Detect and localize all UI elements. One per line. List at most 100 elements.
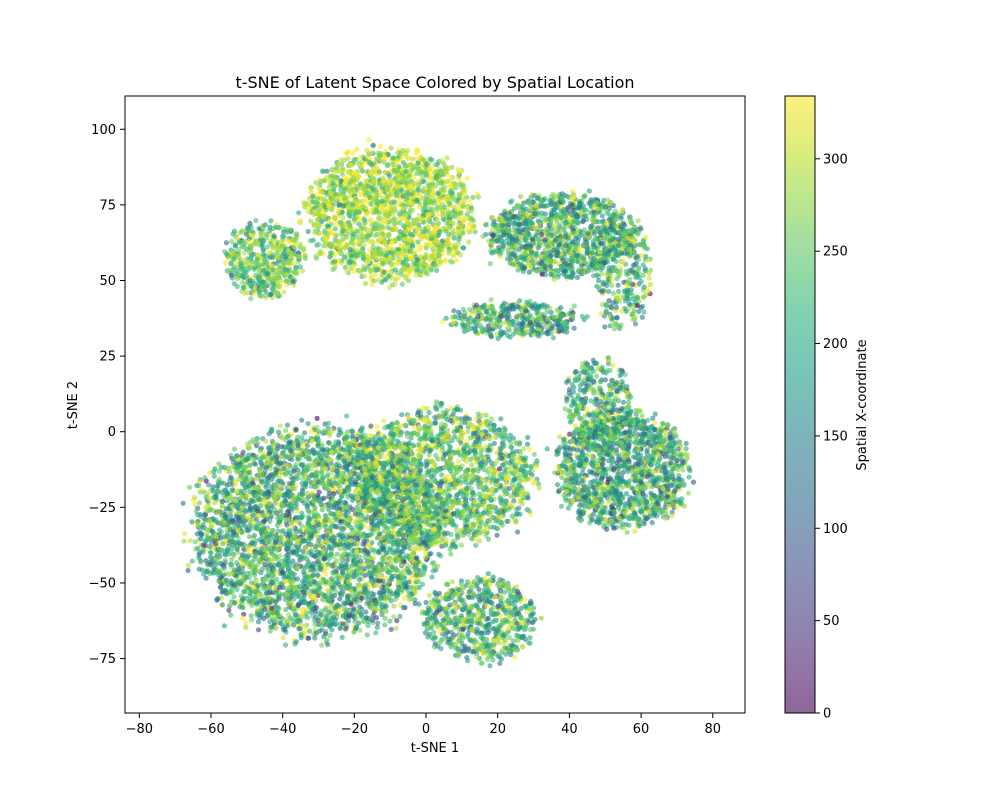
scatter-point — [569, 196, 575, 202]
scatter-point — [468, 215, 474, 221]
scatter-point — [519, 325, 525, 331]
scatter-point — [280, 233, 286, 239]
scatter-point — [447, 200, 453, 206]
scatter-point — [283, 272, 289, 278]
scatter-point — [443, 240, 450, 246]
scatter-point — [269, 266, 275, 273]
scatter-point — [420, 229, 426, 235]
scatter-point — [434, 211, 440, 218]
scatter-point — [388, 200, 394, 206]
scatter-point — [246, 239, 252, 245]
scatter-point — [351, 268, 357, 274]
scatter-point — [647, 281, 654, 287]
scatter-point — [317, 251, 323, 257]
scatter-point — [428, 175, 434, 181]
scatter-point — [504, 314, 510, 320]
scatter-point — [417, 170, 423, 176]
scatter-point — [611, 321, 618, 327]
scatter-point — [517, 193, 524, 200]
scatter-point — [569, 313, 576, 320]
scatter-point — [618, 213, 624, 219]
scatter-point — [561, 268, 568, 274]
scatter-point — [374, 266, 380, 272]
scatter-point — [455, 222, 461, 228]
scatter-point — [409, 201, 415, 207]
scatter-point — [352, 219, 358, 225]
scatter-point — [375, 277, 382, 283]
scatter-point — [389, 246, 395, 252]
scatter-point — [466, 197, 472, 203]
scatter-point — [497, 318, 503, 324]
scatter-point — [253, 217, 259, 224]
scatter-point — [260, 268, 266, 274]
scatter-point — [397, 242, 403, 248]
scatter-point — [256, 289, 262, 295]
scatter-point — [336, 245, 342, 251]
scatter-point — [264, 244, 270, 250]
scatter-point — [626, 306, 632, 312]
scatter-point — [385, 224, 391, 231]
scatter-point — [539, 232, 545, 238]
scatter-point — [400, 160, 406, 166]
scatter-point — [362, 267, 368, 273]
scatter-point — [506, 320, 512, 327]
scatter-point — [248, 296, 254, 302]
scatter-point — [228, 260, 234, 266]
scatter-point — [635, 218, 641, 224]
scatter-point — [447, 258, 453, 264]
scatter-point — [552, 231, 558, 238]
scatter-point — [335, 239, 341, 245]
scatter-point — [371, 160, 377, 166]
scatter-point — [571, 303, 578, 309]
scatter-point — [362, 187, 368, 193]
scatter-point — [341, 254, 348, 260]
scatter-point — [639, 314, 645, 320]
scatter-point — [332, 226, 338, 232]
scatter-point — [555, 249, 561, 256]
scatter-point — [357, 181, 363, 187]
scatter-point — [330, 266, 336, 273]
scatter-point — [351, 157, 357, 163]
scatter-point — [549, 202, 555, 208]
scatter-point — [293, 238, 299, 244]
scatter-point — [507, 233, 513, 240]
scatter-point — [389, 188, 395, 195]
scatter-point — [345, 156, 351, 162]
scatter-point — [249, 233, 256, 239]
scatter-point — [374, 165, 380, 171]
scatter-point — [623, 268, 630, 274]
scatter-point — [355, 175, 361, 181]
scatter-point — [351, 170, 357, 176]
scatter-point — [423, 161, 429, 167]
scatter-point — [420, 264, 426, 270]
scatter-point — [416, 212, 422, 218]
scatter-point — [407, 248, 413, 254]
scatter-point — [247, 243, 253, 249]
scatter-point — [559, 197, 565, 203]
scatter-point — [580, 219, 586, 225]
scatter-point — [354, 146, 360, 152]
scatter-point — [446, 231, 452, 237]
scatter-point — [458, 210, 464, 216]
scatter-point — [380, 177, 386, 183]
scatter-point — [365, 258, 371, 265]
scatter-point — [545, 243, 551, 249]
scatter-point — [542, 267, 548, 273]
scatter-point — [576, 267, 582, 273]
scatter-point — [379, 207, 385, 214]
scatter-point — [242, 265, 248, 272]
scatter-point — [312, 208, 318, 215]
scatter-point — [598, 228, 604, 234]
scatter-point — [538, 213, 544, 220]
scatter-point — [434, 217, 440, 223]
scatter-point — [243, 273, 250, 279]
scatter-point — [410, 207, 416, 213]
scatter-point — [564, 329, 570, 335]
scatter-point — [296, 210, 302, 216]
scatter-point — [305, 421, 311, 427]
scatter-point — [562, 220, 568, 226]
scatter-point — [600, 279, 606, 285]
scatter-point — [581, 317, 587, 323]
scatter-point — [484, 308, 490, 315]
scatter-point — [488, 297, 494, 303]
